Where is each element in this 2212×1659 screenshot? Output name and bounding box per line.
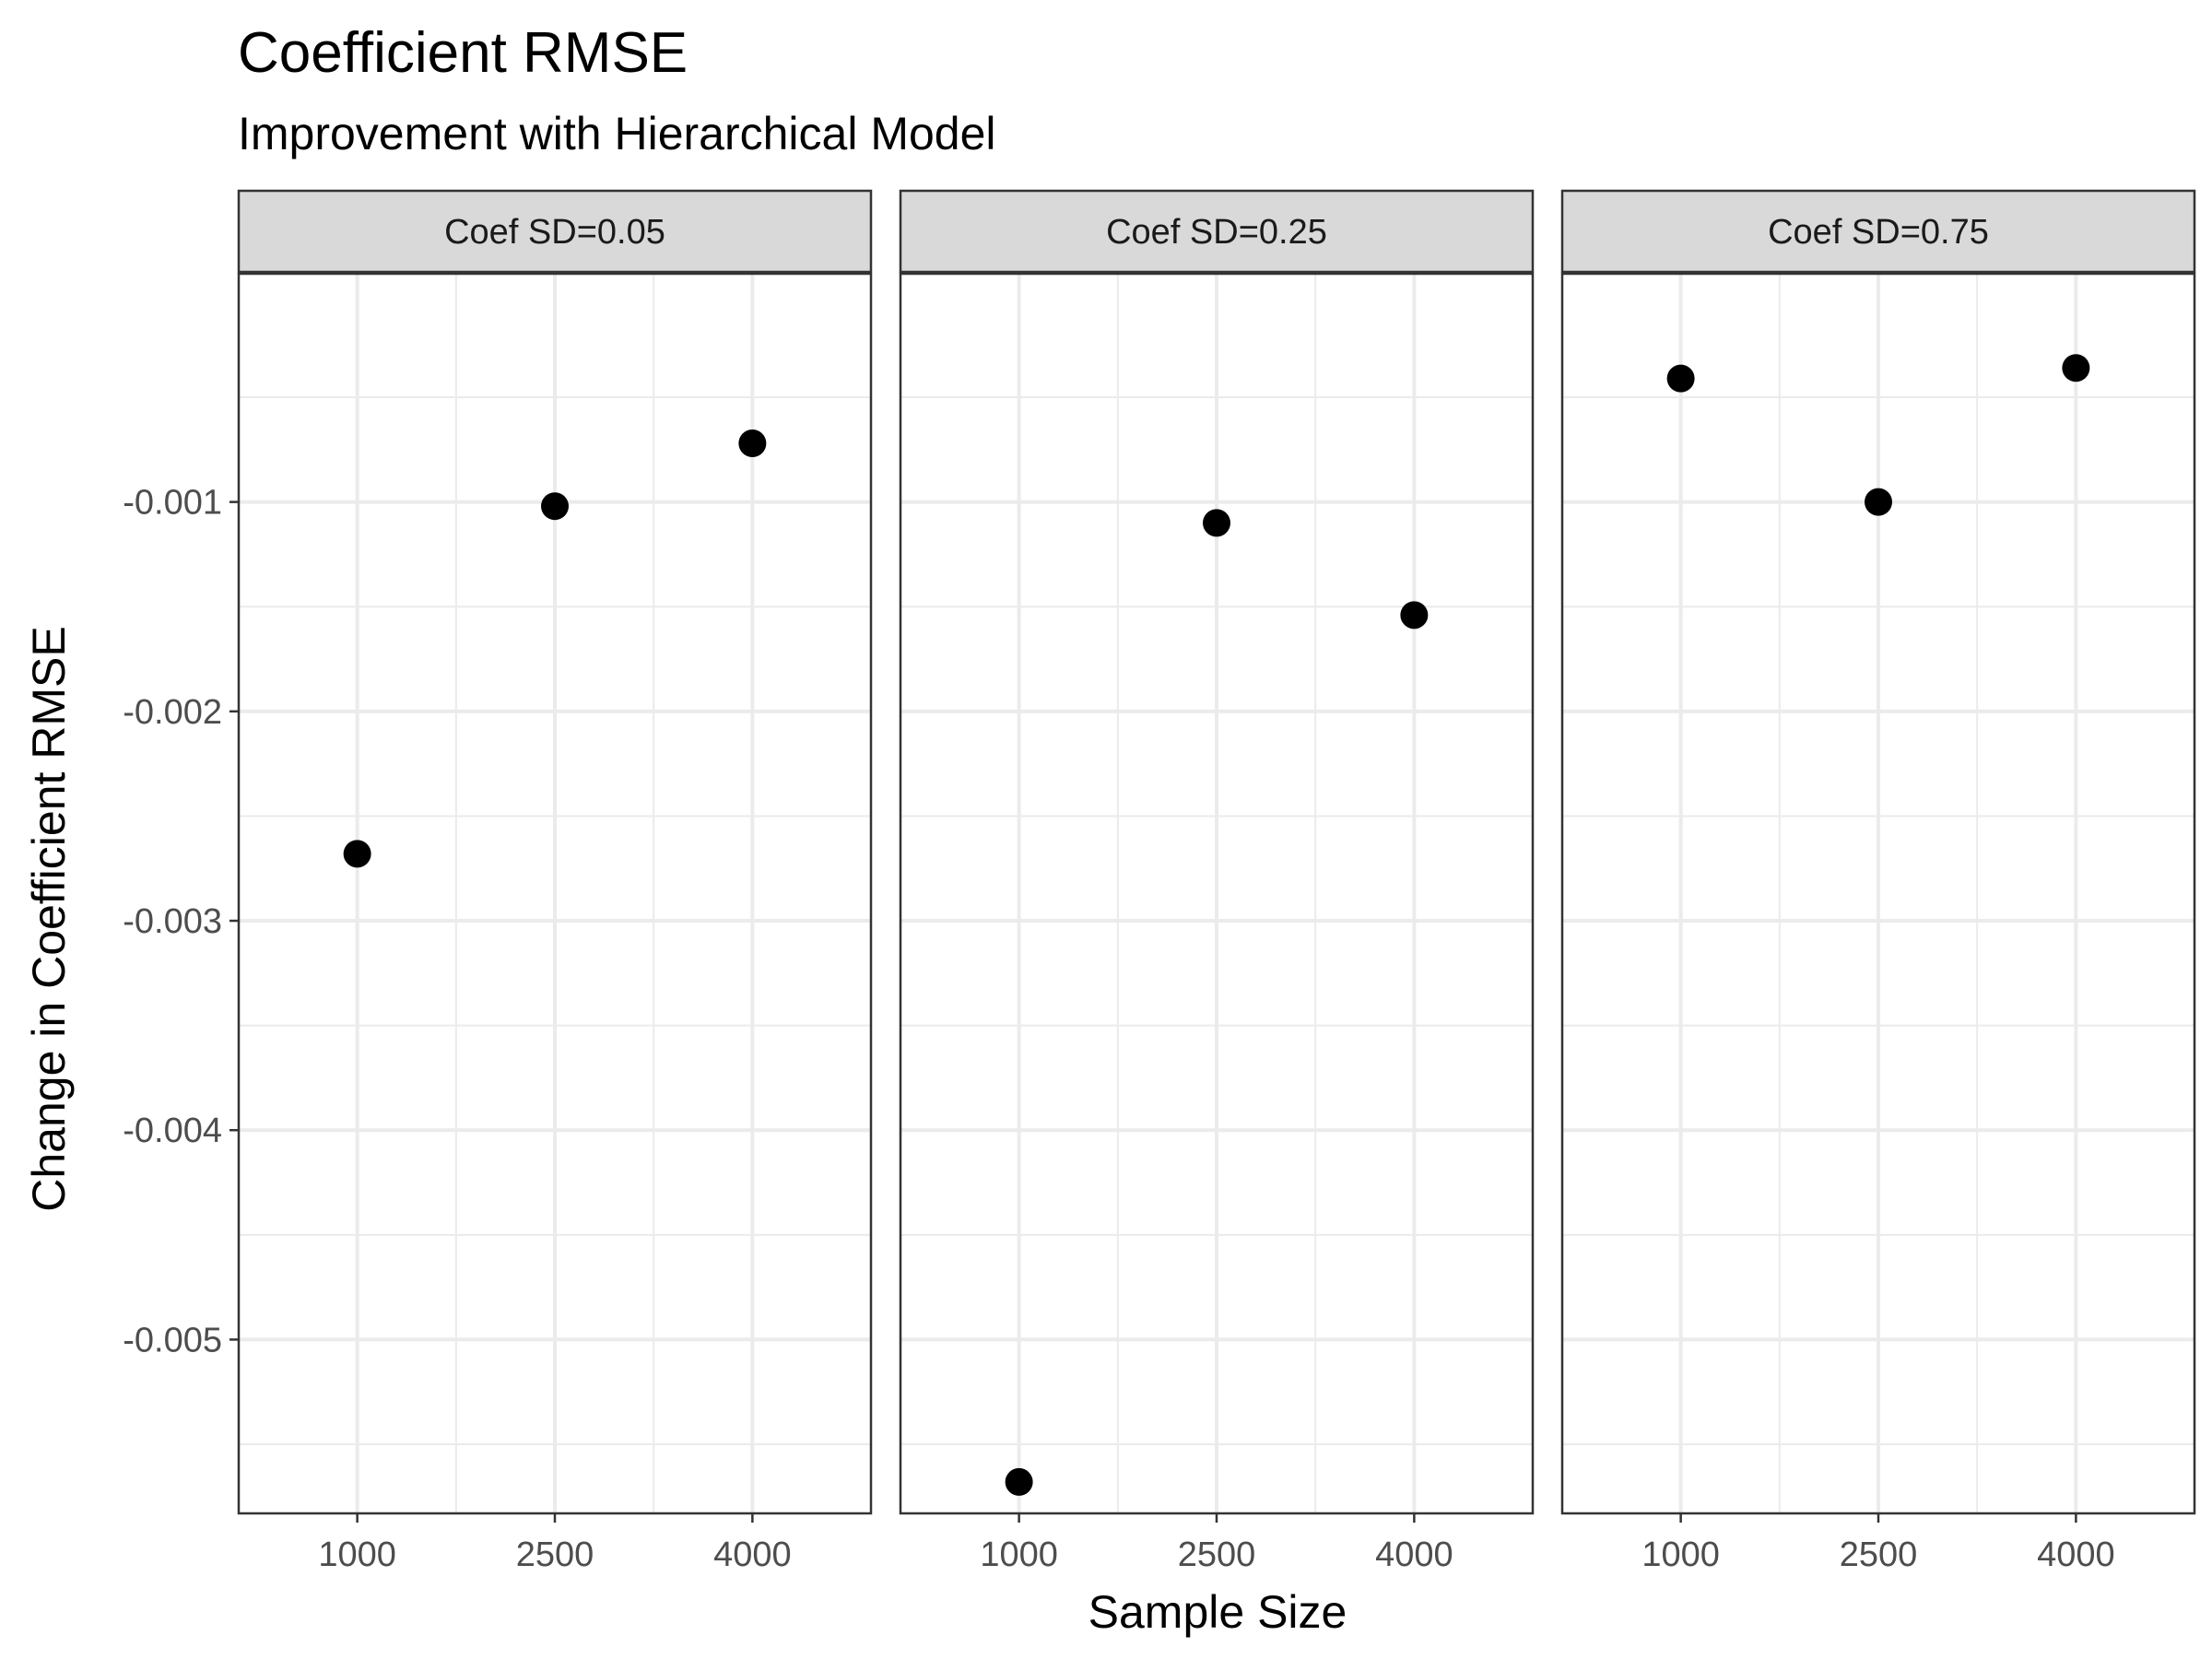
y-tick-label: -0.001 [123,484,222,523]
facet-panel: Coef SD=0.05 1000 2500 4000 [237,189,873,1574]
facet-strip-label: Coef SD=0.75 [1768,213,1989,252]
x-tick-label: 2500 [1178,1535,1256,1574]
y-tick-label: -0.005 [123,1321,222,1359]
facet-panels: Coef SD=0.05 1000 2500 4000 Coef SD=0.25 1000… [237,189,2196,1574]
x-tick-label: 4000 [1375,1535,1453,1574]
y-tick-label: -0.003 [123,902,222,941]
x-tick-label: 4000 [713,1535,792,1574]
data-point [1666,364,1695,393]
chart-title: Coefficient RMSE [238,21,688,85]
x-tick-label: 2500 [516,1535,594,1574]
data-point [343,840,371,868]
data-point [541,492,569,521]
y-tick-label: -0.002 [123,693,222,732]
facet-strip-label: Coef SD=0.25 [1106,213,1327,252]
data-point [1005,1467,1033,1496]
x-tick-label: 2500 [1840,1535,1918,1574]
x-tick-label: 1000 [980,1535,1058,1574]
x-tick-label: 1000 [318,1535,396,1574]
facet-strip-label: Coef SD=0.05 [444,213,665,252]
data-point [738,429,767,458]
facet-strip [1560,189,2196,274]
x-axis-title: Sample Size [1088,1586,1347,1638]
facet-strip [237,189,873,274]
y-tick-label: -0.004 [123,1112,222,1150]
chart-subtitle: Improvement with Hierarchical Model [238,108,996,159]
x-tick-label: 1000 [1641,1535,1720,1574]
data-point [1400,601,1429,629]
y-axis-title: Change in Coefficient RMSE [23,626,75,1212]
data-point [1865,488,1892,516]
facet-panel: Coef SD=0.25 1000 2500 4000 [899,189,1535,1574]
x-tick-label: 4000 [2037,1535,2115,1574]
data-point [1203,509,1230,537]
facet-panel: Coef SD=0.75 1000 2500 4000 [1560,189,2196,1574]
facet-strip [899,189,1535,274]
data-point [2062,354,2090,382]
y-axis: -0.001 -0.002 -0.003 -0.004 -0.005 [123,484,239,1359]
